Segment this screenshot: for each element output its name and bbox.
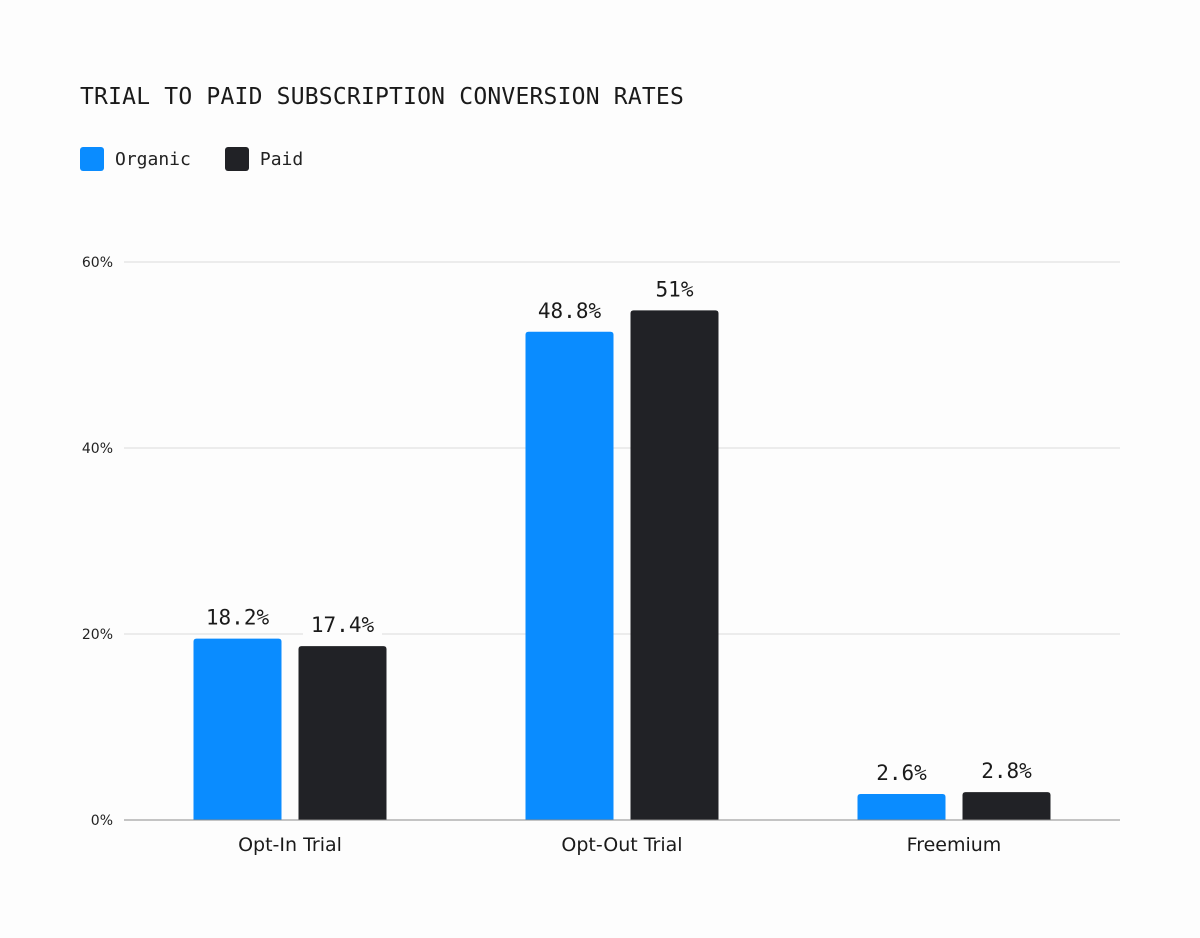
bar-paid-1 (298, 646, 387, 820)
legend-swatch-paid (224, 147, 249, 171)
legend-label-paid: Paid (259, 148, 304, 170)
legend-label-organic: Organic (115, 148, 191, 170)
data-label-background (648, 274, 701, 305)
y-tick-label: 60% (82, 255, 113, 271)
data-label-background (303, 610, 382, 641)
x-tick-label: Opt-Out Trial (561, 834, 682, 856)
bar-organic-1 (193, 638, 282, 820)
bar-paid-2 (630, 310, 719, 820)
bar-paid-3 (962, 792, 1051, 820)
legend: Organic Paid (80, 147, 303, 171)
data-label-organic-2: 48.8% (538, 299, 602, 323)
legend-item-organic: Organic (80, 147, 191, 171)
legend-item-paid: Paid (224, 147, 304, 171)
data-label-paid-1: 17.4% (311, 613, 375, 637)
data-label-paid-2: 51% (656, 277, 694, 301)
data-label-background (973, 756, 1040, 787)
bar-organic-2 (525, 331, 614, 820)
x-tick-label: Freemium (907, 834, 1002, 856)
bar-organic-3 (857, 793, 946, 820)
y-tick-label: 0% (91, 813, 113, 829)
y-tick-label: 40% (82, 441, 113, 457)
y-tick-label: 20% (82, 627, 113, 643)
data-label-background (198, 602, 277, 633)
data-label-background (530, 295, 609, 326)
legend-swatch-organic (80, 147, 104, 171)
x-tick-label: Opt-In Trial (238, 834, 342, 856)
data-label-organic-3: 2.6% (876, 761, 927, 785)
data-label-paid-3: 2.8% (981, 759, 1032, 783)
data-label-background (868, 757, 935, 788)
data-label-organic-1: 18.2% (206, 606, 270, 630)
chart-title: TRIAL TO PAID SUBSCRIPTION CONVERSION RA… (80, 84, 685, 110)
